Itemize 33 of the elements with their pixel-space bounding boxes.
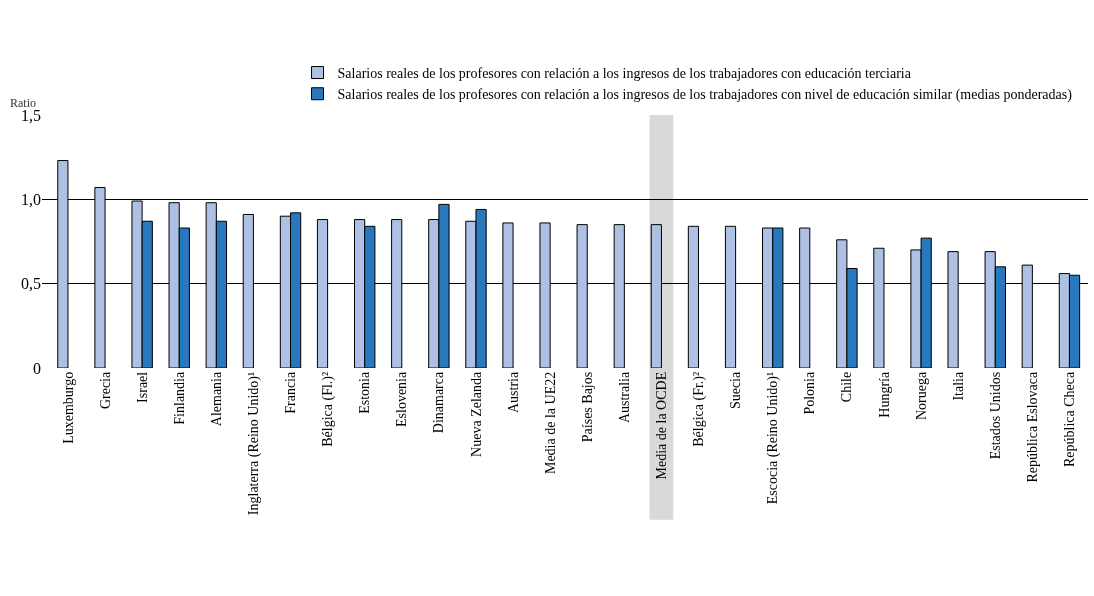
x-tick-label: Bélgica (Fl.)²	[320, 371, 337, 447]
y-tick-label: 1,0	[21, 190, 41, 208]
y-tick-label: 0	[33, 359, 41, 377]
x-tick-label: República Eslovaca	[1024, 371, 1040, 483]
x-tick-label: Dinamarca	[431, 371, 447, 434]
x-tick-label: Escocia (Reino Unido)¹	[765, 371, 782, 505]
x-tick-label: Australia	[616, 371, 632, 424]
x-tick-label: Eslovenia	[394, 371, 410, 428]
x-tick-label: Luxemburgo	[60, 371, 76, 444]
legend-label: Salarios reales de los profesores con relación a los ingresos de los trabajadores con educación terciaria	[337, 66, 912, 81]
x-tick-label: Inglaterra (Reino Unido)¹	[245, 371, 262, 516]
x-tick-label: Media de la UE22	[542, 371, 558, 475]
x-tick-label: Estonia	[357, 371, 373, 414]
x-tick-label: Alemania	[208, 371, 224, 427]
x-tick-label: Austria	[505, 371, 521, 414]
x-tick-label: Media de la OCDE	[653, 371, 669, 480]
x-tick-label: Hungría	[876, 371, 892, 418]
x-tick-label: Estados Unidos	[987, 371, 1003, 460]
legend-label: Salarios reales de los profesores con relación a los ingresos de los trabajadores con nivel de educación similar (medias ponderadas)	[337, 87, 1073, 104]
y-tick-label: 0,5	[21, 275, 41, 293]
x-tick-label: Finlandia	[171, 371, 187, 425]
x-tick-label: República Checa	[1062, 371, 1077, 468]
x-tick-label: Grecia	[97, 371, 113, 410]
x-tick-label: Bélgica (Fr.)²	[691, 371, 708, 447]
x-tick-label: Israel	[134, 371, 150, 403]
x-tick-label: Polonia	[802, 371, 818, 415]
x-tick-label: Noruega	[913, 371, 929, 420]
x-tick-label: Chile	[839, 371, 855, 403]
x-tick-label: Italia	[950, 371, 966, 401]
x-tick-label: Países Bajos	[579, 371, 595, 443]
x-tick-label: Suecia	[728, 371, 744, 410]
x-tick-label: Nueva Zelanda	[468, 371, 484, 457]
x-tick-label: Francia	[283, 371, 299, 414]
